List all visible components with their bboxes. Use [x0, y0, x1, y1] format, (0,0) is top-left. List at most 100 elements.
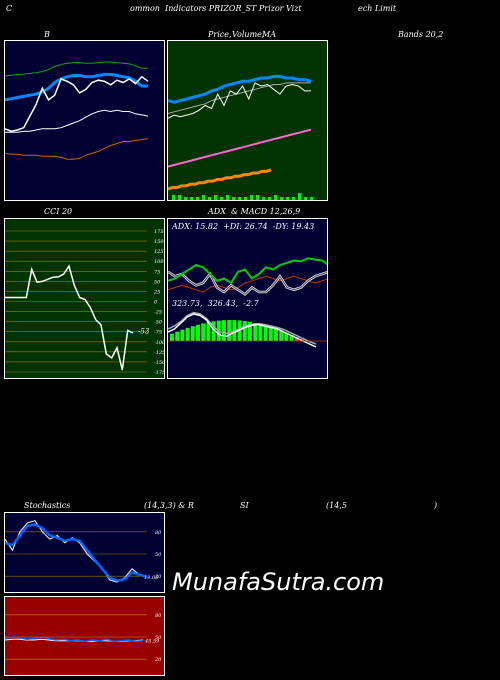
plus-di-line: [168, 257, 327, 285]
stoch-tick-label: 80: [155, 530, 162, 536]
cci-line: [5, 264, 134, 371]
volume-bar: [214, 195, 217, 200]
ma-long: [168, 82, 311, 114]
cci-tick-label: 0: [154, 300, 158, 306]
macd-histogram-bar: [289, 335, 294, 341]
volume-bar: [304, 197, 307, 200]
stoch-k: [5, 520, 148, 583]
volume-bar: [310, 197, 313, 200]
macd-histogram-bar: [253, 322, 258, 341]
macd-histogram-bar: [185, 327, 190, 341]
stoch-title: Stochastics: [24, 501, 71, 510]
cci-chart: 175 150 125 100 75 50 25 0 -25 -50 -75 -100 -125 -150…: [5, 229, 165, 376]
macd-histogram-bar: [242, 321, 247, 341]
volume-bar: [280, 197, 283, 200]
volume-bar: [256, 195, 259, 200]
adx-macd-panel: ADX: 15.82 +DI: 26.74 -DY: 19.43 323.73,…: [167, 218, 328, 379]
volume-bar: [220, 197, 223, 200]
macd-signal: [168, 311, 317, 345]
bollinger-chart: [5, 61, 149, 160]
rsi-chart: 80 50 20 45.59: [5, 613, 162, 663]
volume-bar: [274, 195, 277, 200]
price-ma-title-a: Price,: [208, 30, 232, 39]
cci-tick-label: -25: [154, 310, 162, 316]
volume-bar: [226, 195, 229, 200]
stoch-panel: 80 50 20 19.05: [4, 512, 165, 593]
stoch-tick-label: 20: [154, 574, 162, 580]
price-ma-chart: [168, 74, 313, 200]
bb-price: [5, 75, 149, 132]
cci-tick-label: 100: [154, 259, 164, 265]
volume-bar: [250, 195, 253, 200]
macd-histogram-bar: [196, 324, 200, 341]
cci-tick-label: -175: [154, 370, 165, 376]
macd-histogram-bar: [211, 321, 216, 341]
macd-values: 323.73, 326.43, -2.7: [172, 299, 259, 308]
rsi-panel: 80 50 20 45.59: [4, 596, 165, 676]
watermark: MunafaSutra.com: [172, 568, 385, 596]
volume-bar: [208, 197, 211, 200]
cci-tick-label: -75: [154, 330, 162, 336]
macd-histogram-bar: [180, 329, 185, 341]
stoch-last-label: 19.05: [144, 575, 158, 581]
macd-histogram-bar: [294, 337, 299, 341]
cci-tick-label: 175: [154, 229, 164, 235]
volume-bar: [196, 197, 199, 200]
volume-bar: [244, 197, 247, 200]
cci-title: CCI 20: [44, 207, 73, 216]
header-title-end: ech Limit: [358, 4, 397, 13]
cci-tick-label: 75: [154, 269, 160, 275]
volume-bar: [262, 197, 265, 200]
bb-lower: [5, 138, 149, 160]
ma-pink: [168, 128, 312, 168]
cci-tick-label: 25: [153, 289, 160, 295]
cci-tick-label: -150: [154, 360, 165, 366]
bb-middle-blue: [5, 72, 148, 102]
volume-bar: [292, 197, 295, 200]
macd-line: [168, 313, 317, 348]
macd-histogram-bar: [284, 333, 289, 341]
adx-macd-chart: [168, 257, 327, 348]
price-ma-title-b: Volume,: [232, 30, 265, 39]
adx-values: ADX: 15.82 +DI: 26.74 -DY: 19.43: [172, 222, 315, 231]
macd-histogram-bar: [206, 322, 211, 341]
ma-orange: [168, 168, 272, 191]
volume-bar: [172, 195, 175, 200]
minus-di-line: [168, 271, 327, 296]
stoch-tick-label: 50: [155, 552, 162, 558]
header-title: ommon Indicators PRIZOR_ST Prizor Vizt: [130, 4, 302, 13]
cci-tick-label: -125: [154, 350, 165, 356]
ma-blue: [168, 74, 312, 104]
macd-histogram-bar: [175, 331, 180, 341]
price-ma-title-c: MA: [262, 30, 276, 39]
volume-bar: [202, 195, 205, 200]
stoch-d: [5, 523, 148, 582]
macd-histogram-bar: [190, 326, 195, 341]
adx-line: [168, 275, 327, 293]
rsi-tick-label: 50: [155, 635, 162, 641]
volume-bar: [190, 197, 193, 200]
volume-bar: [238, 197, 241, 200]
bands-title-left: B: [44, 30, 50, 39]
cci-panel: 175 150 125 100 75 50 25 0 -25 -50 -75 -100 -125 -150…: [4, 218, 165, 379]
header-c: C: [6, 4, 13, 13]
macd-histogram-bar: [274, 329, 278, 341]
macd-histogram-bar: [227, 320, 232, 341]
bb-upper: [5, 61, 148, 77]
macd-histogram-bar: [222, 320, 226, 341]
macd-histogram-bar: [268, 327, 273, 341]
volume-bar: [232, 197, 235, 200]
volume-bar: [286, 197, 289, 200]
volume-bar: [184, 197, 187, 200]
cci-tick-label: 50: [154, 279, 161, 285]
macd-histogram-bar: [279, 331, 284, 341]
volume-bar: [178, 195, 181, 200]
cci-tick-label: 125: [154, 249, 164, 255]
bands-title-right: Bands 20,2: [398, 30, 444, 39]
volume-bar: [268, 197, 271, 200]
rsi-params-close: ): [434, 501, 438, 510]
rsi-tick-label: 80: [155, 613, 162, 619]
ma-price: [168, 82, 311, 119]
rsi-tick-label: 20: [154, 657, 162, 663]
